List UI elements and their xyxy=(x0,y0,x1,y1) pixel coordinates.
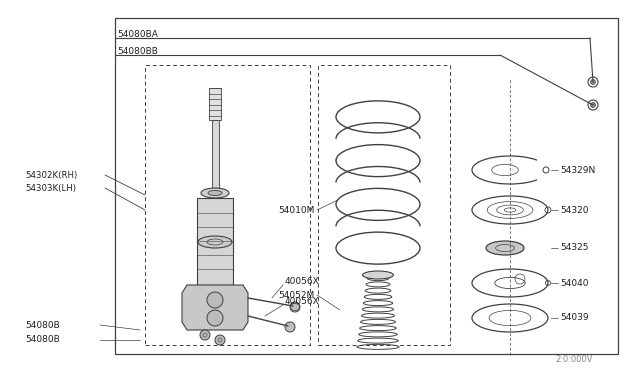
Bar xyxy=(318,65,450,345)
Bar xyxy=(211,120,218,190)
Text: 54080BA: 54080BA xyxy=(117,29,158,38)
Circle shape xyxy=(591,103,595,108)
Text: 54329N: 54329N xyxy=(560,166,595,174)
Circle shape xyxy=(207,292,223,308)
Circle shape xyxy=(207,310,223,326)
Ellipse shape xyxy=(363,271,394,279)
Ellipse shape xyxy=(208,190,222,196)
Text: 54080BB: 54080BB xyxy=(117,46,158,55)
Text: 54302K(RH): 54302K(RH) xyxy=(25,170,77,180)
Bar xyxy=(115,18,618,354)
Bar xyxy=(197,198,233,285)
Ellipse shape xyxy=(486,241,524,255)
Text: 54320: 54320 xyxy=(560,205,589,215)
Circle shape xyxy=(200,330,210,340)
Circle shape xyxy=(290,302,300,312)
Text: 54325: 54325 xyxy=(560,244,589,253)
Polygon shape xyxy=(182,285,248,330)
Text: 54010M: 54010M xyxy=(278,205,315,215)
Text: 54040: 54040 xyxy=(560,279,589,288)
Circle shape xyxy=(215,335,225,345)
Bar xyxy=(145,65,310,345)
Bar xyxy=(209,88,221,120)
Circle shape xyxy=(591,80,595,84)
Ellipse shape xyxy=(201,188,229,198)
Text: 54080B: 54080B xyxy=(25,336,60,344)
Text: 40056X: 40056X xyxy=(285,278,320,286)
Text: 54303K(LH): 54303K(LH) xyxy=(25,183,76,192)
Circle shape xyxy=(285,322,295,332)
Text: 54039: 54039 xyxy=(560,314,589,323)
Text: 54080B: 54080B xyxy=(25,321,60,330)
Text: 40056X: 40056X xyxy=(285,298,320,307)
Text: 54052M: 54052M xyxy=(279,291,315,299)
Text: 2:0:000V: 2:0:000V xyxy=(555,356,593,365)
Ellipse shape xyxy=(198,236,232,248)
